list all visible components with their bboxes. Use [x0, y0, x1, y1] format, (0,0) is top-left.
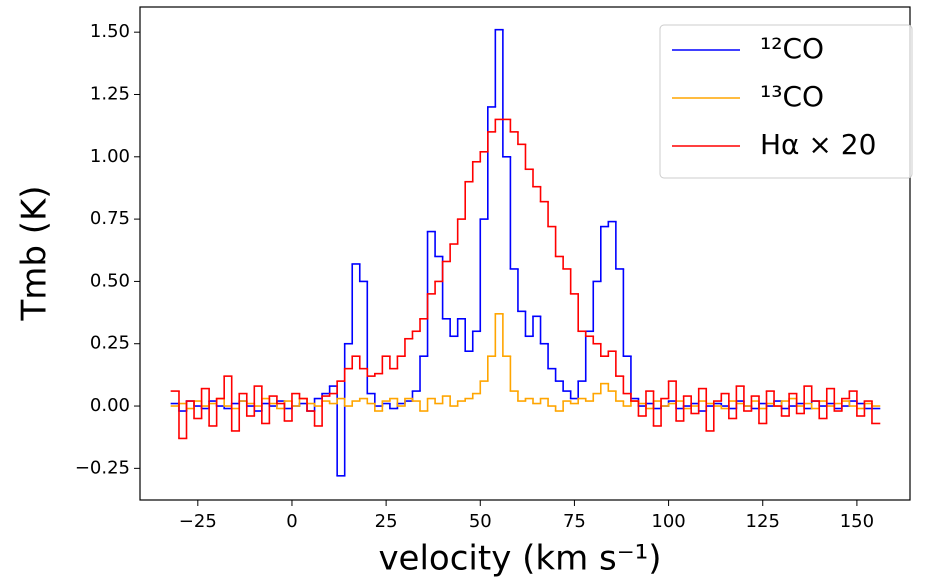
x-tick-label: 125 — [746, 511, 780, 532]
x-axis-label: velocity (km s⁻¹) — [378, 539, 661, 579]
x-tick-label: 0 — [286, 511, 297, 532]
legend-label: ¹²CO — [760, 32, 824, 65]
legend-label: ¹³CO — [760, 80, 824, 113]
y-tick-label: 1.00 — [90, 146, 130, 167]
legend-box — [659, 24, 913, 179]
x-tick-label: 150 — [840, 511, 874, 532]
x-tick-label: 100 — [651, 511, 685, 532]
y-tick-label: −0.25 — [75, 457, 130, 478]
y-tick-label: 1.50 — [90, 21, 130, 42]
x-tick-label: 50 — [469, 511, 492, 532]
x-tick-label: 25 — [375, 511, 398, 532]
y-tick-label: 0.25 — [90, 333, 130, 354]
x-tick-label: 75 — [563, 511, 586, 532]
plot-frame — [139, 6, 911, 501]
y-tick-label: 0.75 — [90, 208, 130, 229]
y-tick-label: 0.00 — [90, 395, 130, 416]
legend-label: Hα × 20 — [760, 128, 876, 161]
y-tick-label: 1.25 — [90, 83, 130, 104]
y-axis-label: Tmb (K) — [15, 185, 55, 321]
x-tick-label: −25 — [179, 511, 217, 532]
y-tick-label: 0.50 — [90, 270, 130, 291]
